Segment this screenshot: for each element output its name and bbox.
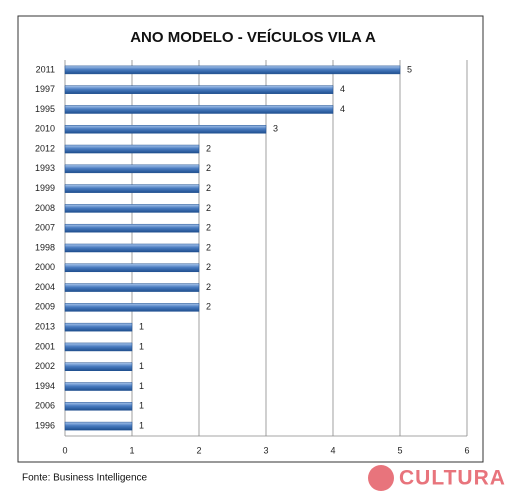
bar bbox=[64, 144, 200, 154]
y-tick-label: 2006 bbox=[35, 401, 55, 411]
x-tick-label: 6 bbox=[464, 445, 469, 455]
y-tick-label: 2012 bbox=[35, 143, 55, 153]
data-label: 2 bbox=[206, 203, 211, 213]
x-tick-label: 2 bbox=[196, 445, 201, 455]
chart-frame bbox=[17, 15, 484, 463]
bar bbox=[64, 164, 200, 174]
y-tick-label: 2007 bbox=[35, 223, 55, 233]
data-label: 2 bbox=[206, 242, 211, 252]
bar bbox=[64, 382, 133, 391]
data-label: 2 bbox=[206, 163, 211, 173]
bar bbox=[64, 85, 334, 94]
y-tick-label: 2008 bbox=[35, 203, 55, 213]
y-tick-label: 1993 bbox=[35, 163, 55, 173]
x-tick-label: 4 bbox=[330, 445, 335, 455]
y-tick-label: 2013 bbox=[35, 322, 55, 332]
y-tick-label: 2004 bbox=[35, 282, 55, 292]
y-tick-label: 1995 bbox=[35, 104, 55, 114]
data-label: 4 bbox=[340, 84, 345, 94]
y-tick-label: 2010 bbox=[35, 124, 55, 134]
data-label: 4 bbox=[340, 104, 345, 114]
y-tick-label: 1998 bbox=[35, 242, 55, 252]
y-tick-label: 2009 bbox=[35, 302, 55, 312]
data-label: 1 bbox=[139, 322, 144, 332]
bar bbox=[64, 362, 133, 371]
y-tick-label: 1997 bbox=[35, 84, 55, 94]
logo-icon bbox=[368, 465, 394, 491]
data-label: 2 bbox=[206, 282, 211, 292]
data-label: 3 bbox=[273, 124, 278, 134]
data-label: 1 bbox=[139, 401, 144, 411]
chart-title: ANO MODELO - VEÍCULOS VILA A bbox=[130, 29, 376, 46]
bar bbox=[64, 303, 200, 312]
bar bbox=[64, 204, 200, 213]
source: Fonte: Business Intelligence bbox=[22, 473, 148, 484]
bar bbox=[64, 421, 133, 431]
y-tick-label: 2000 bbox=[35, 262, 55, 272]
bar bbox=[64, 263, 200, 273]
data-label: 1 bbox=[139, 381, 144, 391]
data-label: 5 bbox=[407, 64, 412, 74]
bar bbox=[64, 342, 133, 352]
bar bbox=[64, 243, 200, 253]
data-label: 2 bbox=[206, 302, 211, 312]
bar bbox=[64, 184, 200, 193]
y-tick-label: 2001 bbox=[35, 341, 55, 351]
y-tick-label: 1996 bbox=[35, 420, 55, 430]
data-label: 2 bbox=[206, 143, 211, 153]
data-label: 1 bbox=[139, 420, 144, 430]
y-tick-label: 2002 bbox=[35, 361, 55, 371]
x-tick-label: 1 bbox=[129, 445, 134, 455]
logo: CULTURA bbox=[399, 467, 506, 490]
bar bbox=[64, 65, 401, 75]
data-label: 1 bbox=[139, 341, 144, 351]
x-tick-label: 3 bbox=[263, 445, 268, 455]
y-tick-label: 1994 bbox=[35, 381, 55, 391]
data-label: 2 bbox=[206, 223, 211, 233]
data-label: 1 bbox=[139, 361, 144, 371]
data-label: 2 bbox=[206, 262, 211, 272]
bar bbox=[64, 283, 200, 292]
y-tick-label: 1999 bbox=[35, 183, 55, 193]
bar bbox=[64, 402, 133, 411]
x-tick-label: 0 bbox=[62, 445, 67, 455]
bar bbox=[64, 125, 267, 134]
bar bbox=[64, 223, 200, 233]
y-tick-label: 2011 bbox=[36, 64, 55, 74]
bar bbox=[64, 322, 133, 332]
data-label: 2 bbox=[206, 183, 211, 193]
x-tick-label: 5 bbox=[397, 445, 402, 455]
bar bbox=[64, 105, 334, 114]
